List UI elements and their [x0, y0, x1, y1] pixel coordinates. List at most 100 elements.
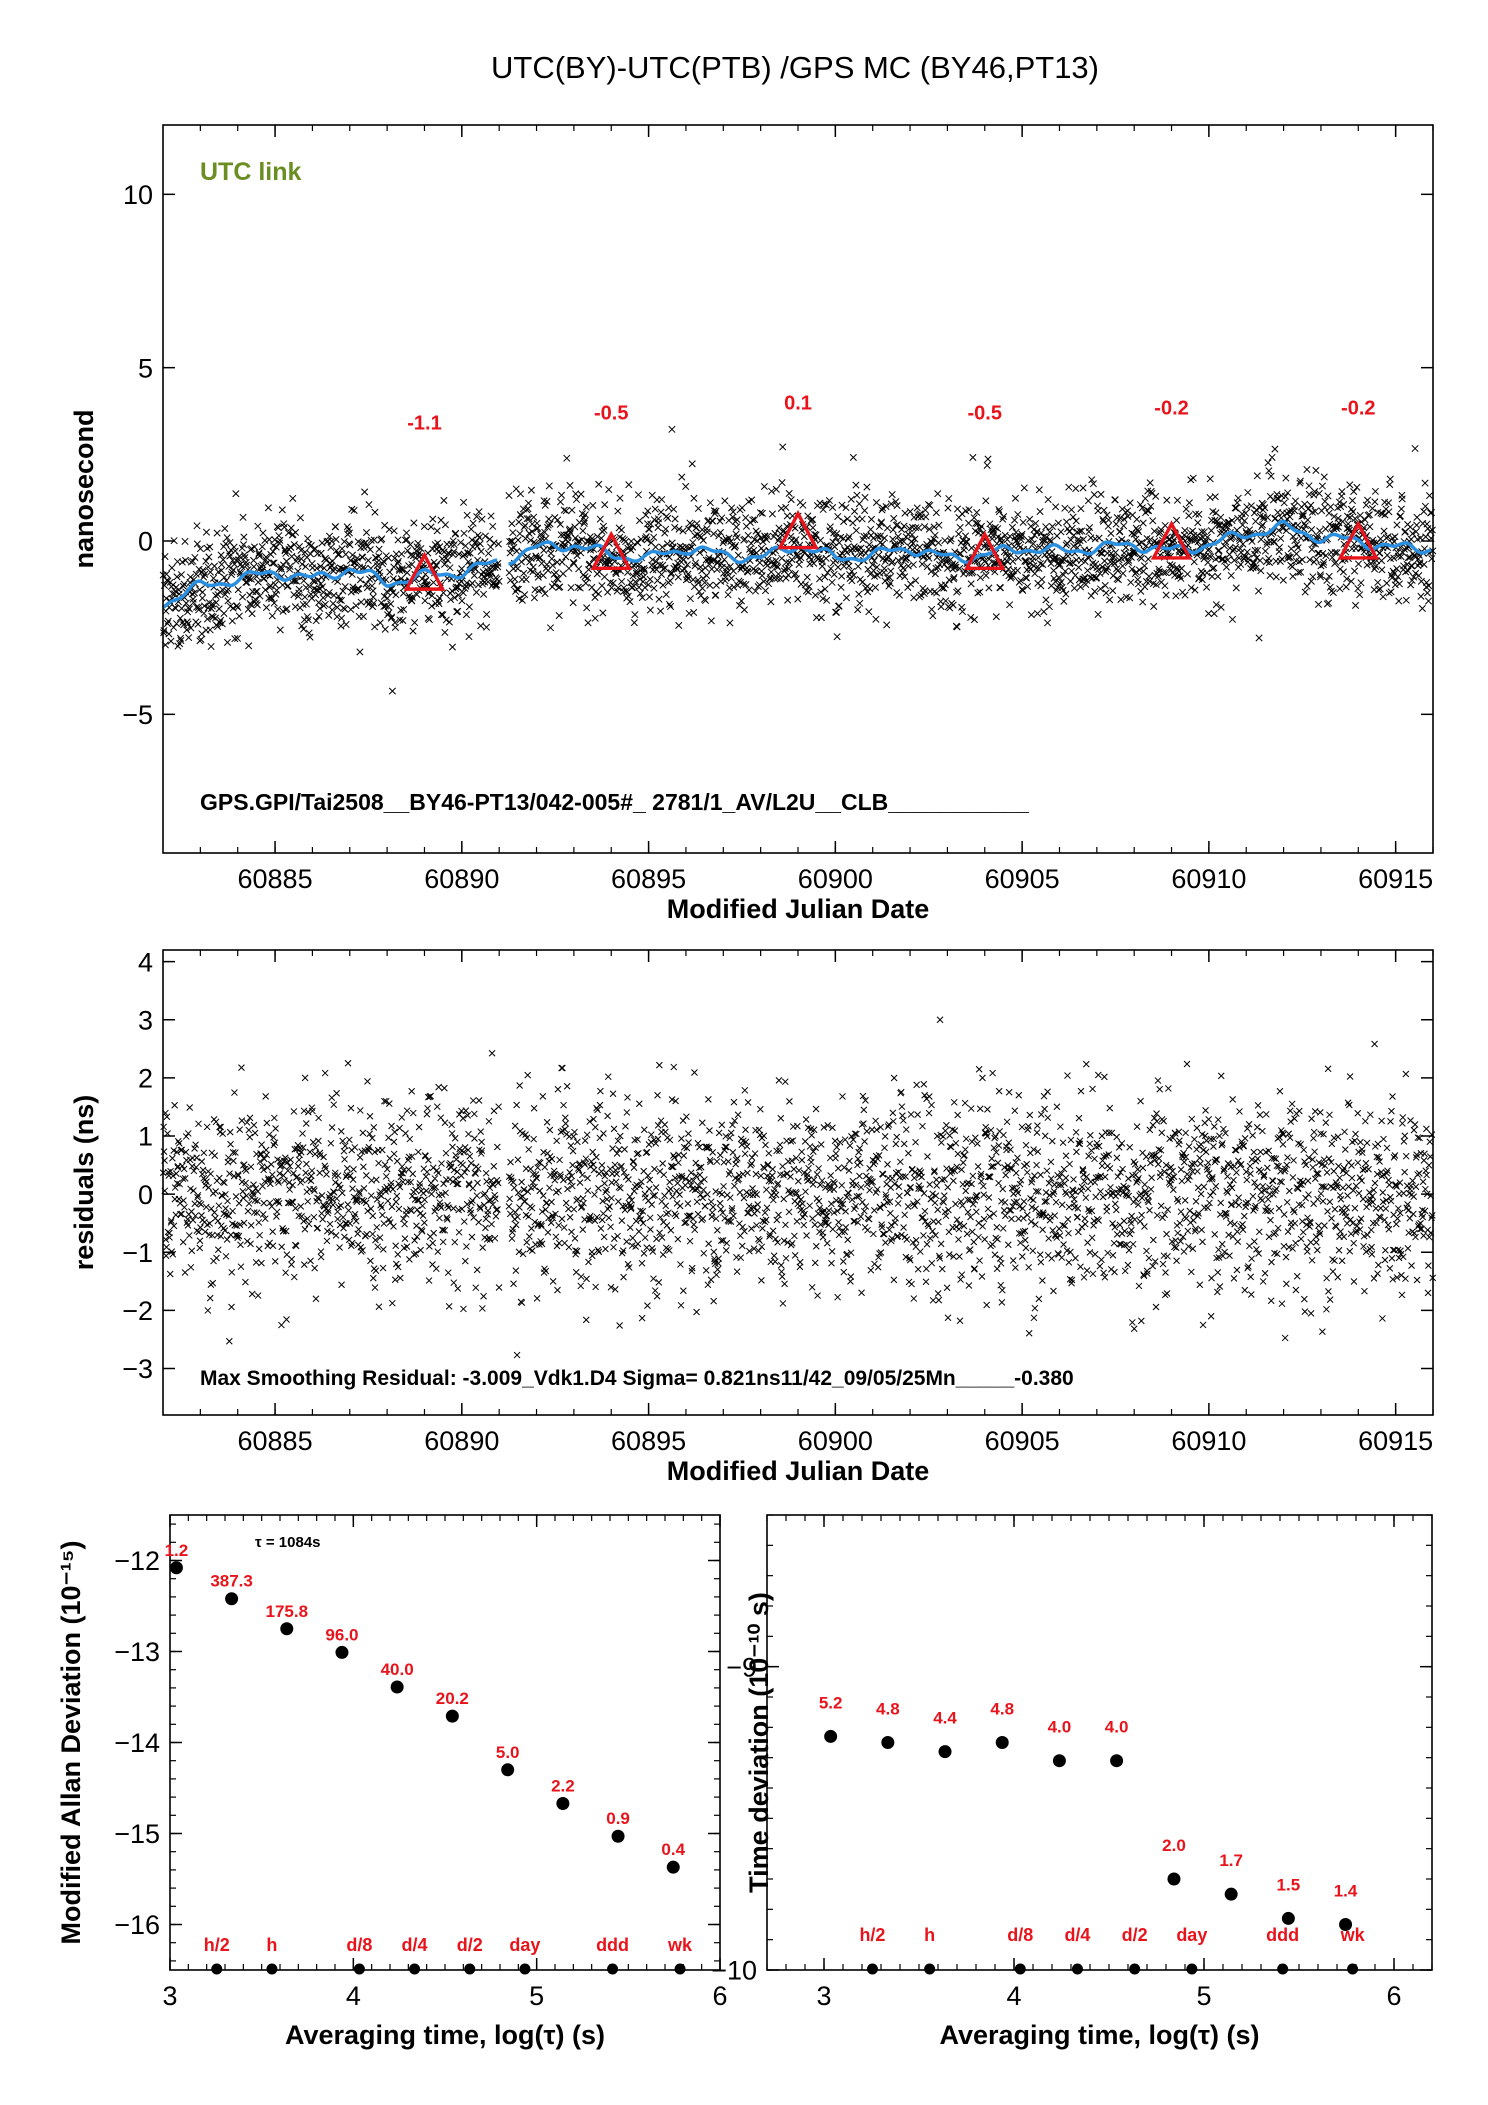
data-point: [363, 584, 371, 592]
data-point: [172, 604, 180, 612]
data-point: [381, 602, 390, 610]
data-point: [218, 560, 226, 569]
data-point: [185, 605, 193, 613]
data-point: [281, 547, 289, 555]
data-point: [400, 605, 408, 613]
data-point: [219, 586, 227, 594]
data-point: [220, 609, 228, 617]
data-point: [428, 602, 436, 610]
data-point: [337, 614, 346, 622]
data-point: [267, 593, 275, 601]
data-point: [183, 626, 191, 634]
data-point: [413, 591, 421, 599]
data-point: [452, 529, 460, 537]
data-point: [552, 569, 560, 577]
data-point: [196, 545, 204, 553]
data-point: [548, 555, 556, 563]
data-point: [388, 613, 396, 621]
data-point: [475, 533, 483, 542]
data-point: [200, 609, 208, 617]
data-point: [232, 490, 240, 498]
data-point: [477, 622, 485, 630]
data-point: [364, 556, 372, 564]
data-point: [305, 629, 313, 637]
data-point: [317, 549, 325, 557]
data-point: [394, 536, 402, 544]
data-point: [286, 562, 294, 571]
data-point: [477, 547, 485, 555]
data-point: [516, 530, 524, 538]
data-point: [333, 613, 341, 621]
data-point: [274, 524, 282, 532]
data-point: [554, 516, 562, 524]
data-point: [302, 600, 310, 608]
data-point: [250, 543, 259, 551]
data-point: [544, 521, 552, 529]
data-point: [348, 505, 356, 513]
data-point: [425, 616, 433, 624]
data-point: [403, 536, 411, 544]
data-point: [432, 562, 441, 570]
data-point: [245, 642, 253, 650]
data-point: [392, 550, 400, 558]
data-point: [385, 609, 393, 617]
data-point: [441, 628, 449, 636]
data-point: [457, 538, 465, 547]
data-point: [522, 575, 530, 584]
data-point: [172, 620, 181, 628]
data-point: [485, 569, 493, 578]
data-point: [312, 617, 320, 625]
data-point: [194, 603, 203, 611]
data-point: [316, 562, 325, 570]
data-point: [176, 634, 185, 642]
data-point: [543, 497, 551, 506]
data-point: [221, 525, 229, 533]
data-point: [516, 490, 525, 498]
data-point: [247, 601, 255, 609]
x-tick-label: 60885: [238, 864, 313, 894]
data-point: [514, 565, 522, 573]
data-point: [562, 507, 570, 515]
data-point: [428, 592, 436, 600]
data-point: [392, 591, 400, 599]
data-point: [325, 532, 334, 540]
data-point: [445, 618, 453, 626]
data-point: [394, 559, 402, 567]
data-point: [319, 594, 327, 602]
data-point: [315, 612, 323, 620]
figure-title: UTC(BY)-UTC(PTB) /GPS MC (BY46,PT13): [491, 50, 1099, 85]
data-point: [274, 605, 282, 613]
data-point: [254, 522, 262, 530]
data-point: [375, 545, 383, 553]
data-point: [200, 602, 209, 610]
data-point: [508, 537, 516, 545]
data-point: [185, 634, 193, 642]
data-point: [170, 623, 178, 631]
data-point: [357, 598, 365, 606]
data-point: [256, 592, 264, 600]
data-point: [299, 625, 308, 633]
data-point: [332, 535, 340, 543]
data-point: [240, 533, 248, 541]
window-mean-label: 0.1: [784, 392, 812, 414]
x-tick-label: 60905: [985, 864, 1060, 894]
data-point: [386, 568, 394, 576]
data-point: [336, 596, 344, 604]
data-point: [440, 548, 448, 556]
data-point: [240, 551, 249, 559]
data-point: [218, 620, 226, 628]
data-point: [459, 589, 467, 597]
data-point: [262, 603, 270, 612]
data-point: [178, 604, 186, 612]
data-point: [276, 626, 284, 634]
data-point: [536, 553, 544, 562]
data-point: [255, 550, 263, 558]
data-point: [460, 529, 468, 537]
data-point: [306, 633, 314, 641]
data-point: [460, 498, 468, 506]
data-point: [406, 540, 414, 549]
data-point: [272, 543, 280, 551]
data-point: [420, 577, 429, 585]
data-point: [566, 481, 574, 490]
data-point: [543, 561, 551, 569]
